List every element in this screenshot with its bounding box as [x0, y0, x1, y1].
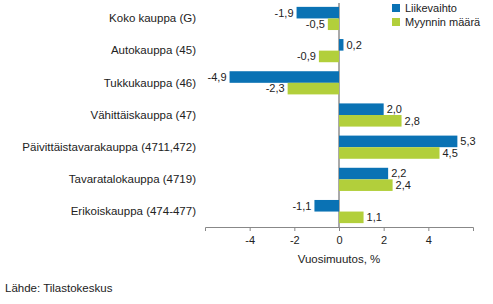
x-tick: 2 — [381, 227, 387, 246]
x-tick-mark — [339, 227, 340, 231]
data-label: -4,9 — [208, 71, 227, 83]
data-label: -1,9 — [275, 7, 294, 19]
bar — [288, 83, 339, 95]
category-label: Erikoiskauppa (474-477) — [71, 205, 196, 217]
category-label: Koko kauppa (G) — [109, 12, 196, 24]
bar — [319, 51, 339, 63]
x-tick-mark — [250, 227, 251, 231]
data-label: 2,0 — [387, 103, 402, 115]
x-tick: -2 — [290, 227, 300, 246]
data-label: -0,5 — [306, 18, 325, 30]
legend-swatch — [392, 4, 400, 12]
data-label: 2,8 — [405, 115, 420, 127]
bar — [339, 115, 402, 127]
x-tick-mark — [384, 227, 385, 231]
category-label: Päivittäistavarakauppa (4711,472) — [22, 141, 196, 153]
y-tick: Erikoiskauppa (474-477) — [71, 205, 199, 217]
source: Lähde: Tilastokeskus — [5, 282, 113, 294]
y-tick: Vähittäiskauppa (47) — [91, 109, 199, 121]
y-tick: Autokauppa (45) — [111, 44, 199, 56]
bar — [328, 18, 339, 30]
bar — [230, 71, 339, 83]
x-tick-label: -4 — [245, 234, 255, 246]
x-tick-label: 2 — [381, 234, 387, 246]
data-label: -2,3 — [266, 82, 285, 94]
data-label: 0,2 — [346, 39, 361, 51]
x-axis-line — [206, 228, 474, 232]
bar — [339, 147, 440, 159]
x-axis: -4 -2 0 2 4 — [206, 227, 474, 246]
category-label: Vähittäiskauppa (47) — [91, 109, 197, 121]
data-label: 5,3 — [460, 135, 475, 147]
legend-label: Myynnin määrä — [405, 16, 481, 28]
data-label: 2,2 — [391, 167, 406, 179]
x-tick: 0 — [336, 227, 342, 246]
legend: Liikevaihto Myynnin määrä — [392, 2, 481, 28]
bars — [230, 7, 458, 223]
bar — [297, 7, 339, 19]
bar — [339, 168, 388, 180]
data-label: -1,1 — [292, 200, 311, 212]
chart: -4 -2 0 2 4 Koko kauppa (G) Autokauppa (45) Tuk… — [0, 0, 493, 304]
y-tick: Tukkukauppa (46) — [104, 76, 199, 88]
legend-label: Liikevaihto — [405, 2, 457, 14]
data-label: 2,4 — [396, 179, 411, 191]
x-tick: -4 — [245, 227, 255, 246]
x-tick: 4 — [426, 227, 432, 246]
bar — [339, 103, 384, 115]
bar — [339, 39, 343, 51]
data-label: 4,5 — [443, 147, 458, 159]
x-axis-title: Vuosimuutos, % — [298, 253, 381, 265]
category-label: Tukkukauppa (46) — [104, 76, 196, 88]
x-tick-label: 4 — [426, 234, 432, 246]
x-tick-mark — [294, 227, 295, 231]
x-tick-label: -2 — [290, 234, 300, 246]
category-label: Tavaratalokauppa (4719) — [69, 173, 196, 185]
category-label: Autokauppa (45) — [111, 44, 196, 56]
legend-item: Liikevaihto — [392, 2, 457, 14]
data-labels: -1,9 0,2 -4,9 2,0 5,3 2,2 -1,1 -0,5 -0,9 -2,3 2,8 4… — [208, 7, 476, 224]
legend-item: Myynnin määrä — [392, 16, 481, 28]
x-tick-mark — [428, 227, 429, 231]
y-tick: Tavaratalokauppa (4719) — [69, 173, 199, 185]
y-tick: Koko kauppa (G) — [109, 12, 199, 24]
bar — [339, 179, 393, 191]
bar — [339, 136, 457, 148]
data-label: -0,9 — [297, 50, 316, 62]
y-tick: Päivittäistavarakauppa (4711,472) — [22, 141, 199, 153]
bar — [314, 200, 339, 212]
legend-swatch — [392, 18, 400, 26]
bar — [339, 212, 364, 224]
x-tick-label: 0 — [336, 234, 342, 246]
data-label: 1,1 — [367, 211, 382, 223]
y-axis: Koko kauppa (G) Autokauppa (45) Tukkukaupp… — [22, 12, 199, 217]
